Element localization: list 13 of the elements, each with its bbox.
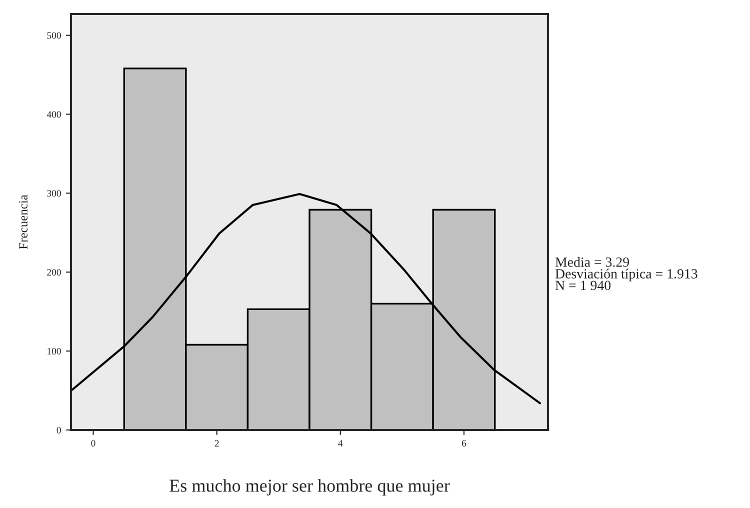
y-tick-label: 200 xyxy=(47,269,61,276)
x-tick-label: 2 xyxy=(214,440,219,446)
y-tick-label: 500 xyxy=(47,32,61,39)
y-axis-title: Frecuencia xyxy=(19,194,28,250)
y-tick-label: 300 xyxy=(47,190,61,197)
x-axis-title: Es mucho mejor ser hombre que mujer xyxy=(170,479,450,496)
x-tick-label: 4 xyxy=(338,440,343,446)
y-tick-label: 0 xyxy=(56,426,61,434)
text: Media = 3.29 Desviación típica = 1.913 N = 1 940 xyxy=(555,257,698,290)
x-tick-label: 6 xyxy=(462,440,466,447)
x-tick-label: 0 xyxy=(91,440,96,447)
y-tick-label: 400 xyxy=(46,111,61,118)
y-tick-label: 100 xyxy=(48,348,61,355)
